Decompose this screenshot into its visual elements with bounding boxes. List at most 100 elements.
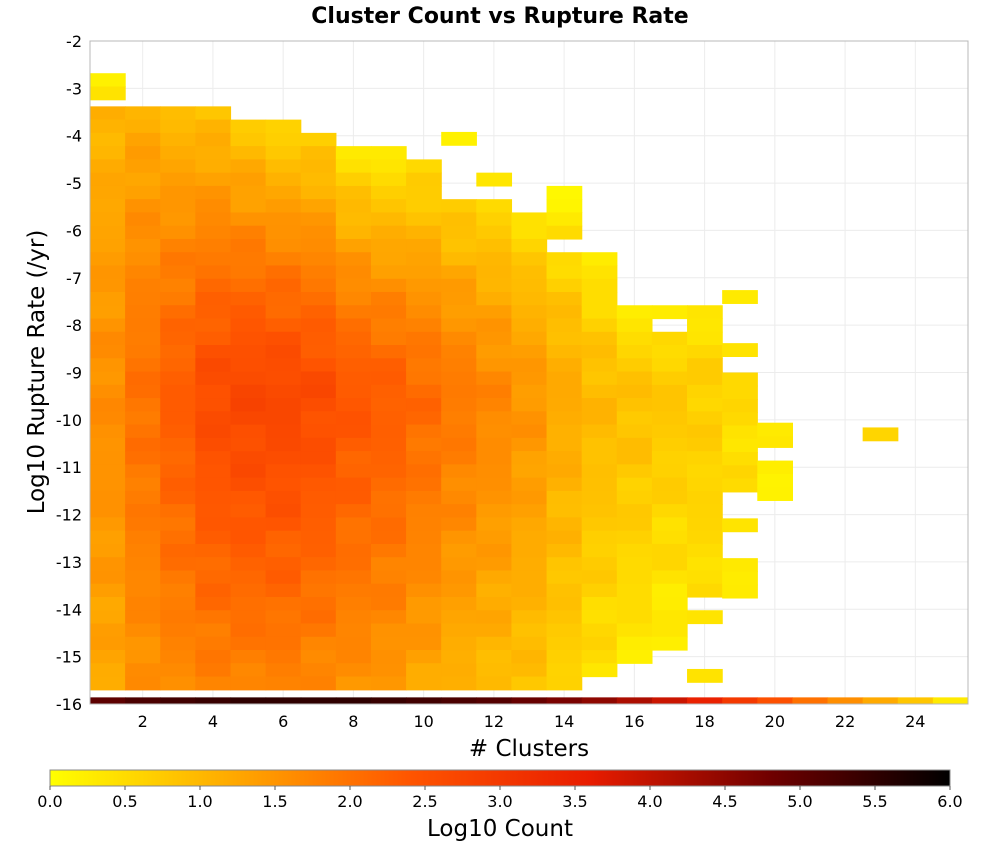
heatmap-cell (370, 490, 407, 505)
heatmap-cell (687, 371, 723, 386)
heatmap-cell (300, 132, 337, 147)
heatmap-cell (581, 504, 618, 519)
heatmap-cell (335, 252, 372, 267)
heatmap-cell (511, 371, 548, 386)
heatmap-cell (230, 132, 267, 147)
heatmap-cell (90, 596, 126, 611)
heatmap-cell (581, 557, 618, 572)
heatmap-cell (195, 610, 232, 625)
heatmap-cell (651, 636, 688, 651)
heatmap-cell (406, 636, 442, 651)
heatmap-cell (230, 119, 267, 134)
heatmap-cell (300, 185, 337, 200)
bottom-row-cell (335, 697, 372, 704)
heatmap-cell (406, 610, 442, 625)
heatmap-cell (546, 291, 583, 306)
heatmap-cell (160, 504, 196, 519)
heatmap-cell (511, 464, 548, 479)
heatmap-cell (546, 252, 583, 267)
heatmap-cell (195, 252, 232, 267)
heatmap-cell (160, 437, 196, 452)
heatmap-cell (265, 490, 302, 505)
heatmap-cell (160, 291, 196, 306)
heatmap-cell (511, 477, 548, 492)
heatmap-cell (406, 411, 442, 426)
heatmap-cell (687, 464, 723, 479)
x-tick-label: 12 (484, 712, 504, 731)
heatmap-cell (90, 225, 126, 240)
heatmap-cell (335, 172, 372, 187)
heatmap-cell (195, 557, 232, 572)
heatmap-cell (335, 291, 372, 306)
heatmap-cell (230, 318, 267, 333)
heatmap-cell (265, 477, 302, 492)
heatmap-cell (441, 225, 477, 240)
heatmap-cell (300, 146, 337, 160)
heatmap-cell (581, 570, 618, 585)
heatmap-cell (335, 371, 372, 386)
x-tick-label: 4 (208, 712, 218, 731)
heatmap-cell (90, 437, 126, 452)
heatmap-cell (125, 636, 161, 651)
heatmap-cell (441, 557, 477, 572)
heatmap-cell (335, 159, 372, 174)
heatmap-cell (160, 596, 196, 611)
heatmap-cell (160, 663, 196, 678)
heatmap-cell (651, 504, 688, 519)
heatmap-cell (230, 530, 267, 545)
heatmap-cell (125, 490, 161, 505)
heatmap-cell (125, 172, 161, 187)
heatmap-cell (476, 663, 513, 678)
heatmap-cell (125, 252, 161, 267)
y-tick-label: -16 (56, 695, 82, 714)
bottom-row-cell (300, 697, 337, 704)
heatmap-cell (651, 610, 688, 625)
heatmap-cell (406, 199, 442, 214)
heatmap-cell (546, 398, 583, 412)
heatmap-cell (687, 477, 723, 492)
heatmap-cell (125, 199, 161, 214)
heatmap-cell (511, 517, 548, 532)
heatmap-cell (370, 517, 407, 532)
heatmap-cell (476, 557, 513, 572)
heatmap-cell (230, 252, 267, 267)
heatmap-cell (195, 530, 232, 545)
heatmap-cell (300, 583, 337, 598)
heatmap-cell (90, 331, 126, 346)
heatmap-cell (441, 358, 477, 373)
heatmap-cell (335, 437, 372, 452)
heatmap-cell (406, 596, 442, 611)
heatmap-cell (265, 596, 302, 611)
heatmap-cell (300, 345, 337, 359)
heatmap-cell (160, 570, 196, 585)
heatmap-cell (722, 571, 758, 586)
heatmap-cell (862, 427, 899, 442)
heatmap-cell (722, 584, 758, 599)
heatmap-cell (616, 543, 653, 558)
heatmap-cell (265, 265, 302, 280)
heatmap-cell (406, 345, 442, 359)
heatmap-cell (651, 530, 688, 545)
heatmap-cell (125, 238, 161, 253)
y-tick-label: -4 (66, 127, 82, 146)
heatmap-cell (616, 623, 653, 638)
heatmap-cell (335, 345, 372, 359)
heatmap-cell (546, 557, 583, 572)
heatmap-cell (90, 477, 126, 492)
heatmap-cell (230, 437, 267, 452)
heatmap-cell (335, 451, 372, 465)
heatmap-cell (441, 650, 477, 664)
heatmap-cell (616, 570, 653, 585)
heatmap-cell (335, 504, 372, 519)
heatmap-cell (230, 543, 267, 558)
heatmap-cell (722, 465, 758, 480)
heatmap-cell (476, 650, 513, 664)
heatmap-cell (406, 557, 442, 572)
heatmap-cell (370, 411, 407, 426)
heatmap-cell (651, 543, 688, 558)
heatmap-cell (651, 517, 688, 532)
heatmap-cell (722, 518, 758, 533)
heatmap-cell (300, 570, 337, 585)
heatmap-cell (90, 398, 126, 412)
colorbar-tick-label: 3.0 (487, 792, 512, 811)
